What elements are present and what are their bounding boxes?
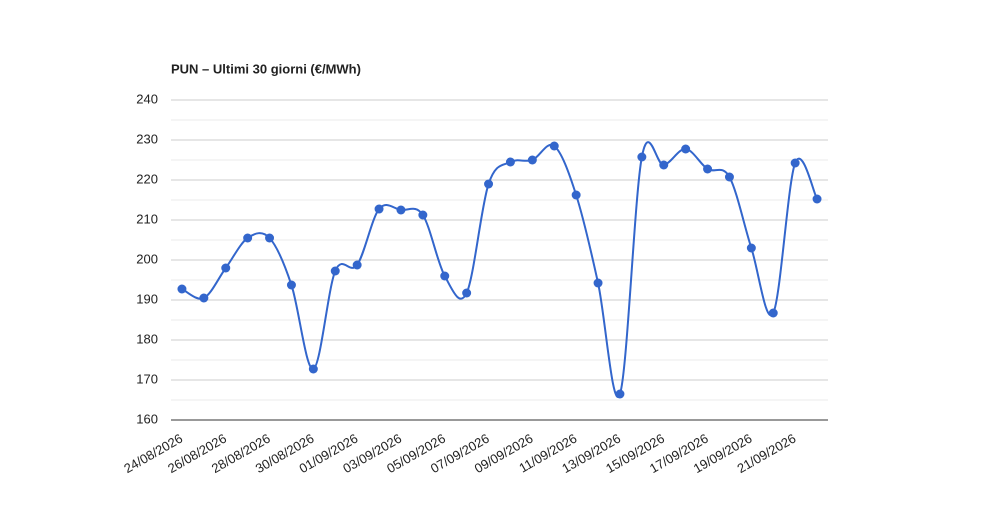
point <box>593 278 603 288</box>
y-tick-label: 160 <box>136 411 158 426</box>
point <box>199 293 209 303</box>
point <box>330 266 340 276</box>
point <box>681 144 691 154</box>
point <box>177 284 187 294</box>
point <box>440 271 450 281</box>
point <box>462 288 472 298</box>
point <box>396 205 406 215</box>
point <box>637 152 647 162</box>
point <box>768 308 778 318</box>
point <box>659 160 669 170</box>
y-tick-label: 180 <box>136 331 158 346</box>
point <box>374 204 384 214</box>
chart-title: PUN – Ultimi 30 giorni (€/MWh) <box>171 61 361 76</box>
point <box>484 179 494 189</box>
point <box>790 158 800 168</box>
point <box>703 164 713 174</box>
y-tick-label: 200 <box>136 251 158 266</box>
point <box>418 210 428 220</box>
point <box>243 233 253 243</box>
y-tick-label: 220 <box>136 171 158 186</box>
point <box>549 141 559 151</box>
point <box>571 190 581 200</box>
y-tick-label: 230 <box>136 131 158 146</box>
point <box>308 364 318 374</box>
point <box>221 263 231 273</box>
y-tick-label: 170 <box>136 371 158 386</box>
point <box>527 155 537 165</box>
y-tick-label: 210 <box>136 211 158 226</box>
y-tick-label: 190 <box>136 291 158 306</box>
point <box>286 280 296 290</box>
y-tick-label: 240 <box>136 91 158 106</box>
point <box>352 260 362 270</box>
point <box>615 389 625 399</box>
point <box>265 233 275 243</box>
point <box>505 157 515 167</box>
point <box>812 194 822 204</box>
point <box>746 243 756 253</box>
point <box>724 172 734 182</box>
line <box>181 141 818 398</box>
